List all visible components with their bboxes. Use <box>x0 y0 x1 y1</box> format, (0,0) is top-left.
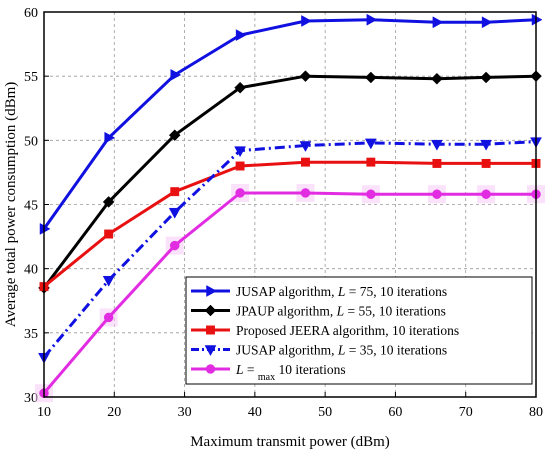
point-marker-circle <box>205 364 216 374</box>
point-marker-triangle-down <box>204 345 217 357</box>
point-marker-triangle <box>531 13 543 26</box>
point-marker-square <box>366 157 376 167</box>
legend-item: JPAUP algorithm, L = 55, 10 iterations <box>191 304 446 319</box>
y-tick-label: 40 <box>24 263 38 278</box>
y-tick-label: 30 <box>24 391 38 406</box>
x-axis-label: Maximum transmit power (dBm) <box>190 434 390 450</box>
point-marker-diamond <box>480 71 492 84</box>
series-5 <box>35 183 545 403</box>
y-tick-label: 45 <box>24 199 38 214</box>
x-tick-label: 50 <box>318 405 332 420</box>
point-marker-triangle <box>432 16 444 29</box>
series-line <box>42 18 537 230</box>
point-marker-diamond <box>299 70 312 83</box>
point-marker-diamond <box>364 71 377 84</box>
y-tick-label: 60 <box>24 6 38 21</box>
series-line <box>43 160 536 288</box>
point-marker-circle <box>432 189 442 199</box>
series-layer <box>35 13 545 403</box>
series-4 <box>38 137 542 364</box>
point-marker-square <box>206 325 215 335</box>
point-marker-triangle <box>481 16 493 29</box>
point-marker-triangle <box>104 131 116 144</box>
x-tick-label: 40 <box>248 405 262 420</box>
legend-item: JUSAP algorithm, L = 75, 10 iterations <box>191 284 447 299</box>
y-axis-label: Average total power consumption (dBm) <box>3 82 19 328</box>
point-marker-square <box>301 157 310 167</box>
point-marker-square <box>104 229 114 239</box>
legend-label: Proposed JEERA algorithm, 10 iterations <box>236 323 459 338</box>
point-marker-triangle <box>39 222 51 235</box>
legend-label: JUSAP algorithm, L = 35, 10 iterations <box>236 343 447 358</box>
series-2 <box>38 70 542 294</box>
y-tick-label: 50 <box>24 134 38 149</box>
point-marker-diamond <box>234 81 246 94</box>
x-tick-label: 30 <box>178 405 192 420</box>
plot-frame <box>43 11 537 398</box>
y-tick-label: 55 <box>24 70 38 85</box>
x-tick-label: 70 <box>459 405 473 420</box>
legend-label: L = max 10 iterations <box>235 362 346 383</box>
point-marker-circle <box>366 189 376 199</box>
point-marker-square <box>170 187 180 197</box>
legend-label: JUSAP algorithm, L = 75, 10 iterations <box>236 284 447 299</box>
series-1 <box>39 13 543 235</box>
point-marker-circle <box>169 240 180 251</box>
point-marker-triangle-down <box>364 138 377 150</box>
point-marker-square <box>481 158 491 168</box>
point-marker-diamond <box>102 196 115 208</box>
series-line <box>42 140 537 359</box>
series-line <box>42 74 537 289</box>
point-marker-square <box>235 161 245 171</box>
point-marker-triangle <box>170 68 182 81</box>
point-marker-triangle-down <box>234 146 247 158</box>
point-marker-triangle <box>206 285 218 297</box>
legend: JUSAP algorithm, L = 75, 10 iterations JP… <box>185 276 533 385</box>
point-marker-circle <box>103 312 114 323</box>
point-marker-circle <box>300 188 311 198</box>
point-marker-square <box>432 158 442 168</box>
y-tick-label: 35 <box>24 327 38 342</box>
x-tick-label: 10 <box>37 405 51 420</box>
legend-item: JUSAP algorithm, L = 35, 10 iterations <box>191 343 447 358</box>
point-marker-circle <box>481 189 491 199</box>
axis-ticks: 10 20 30 40 50 60 70 80 30 35 40 45 50 55 60 <box>24 6 543 420</box>
point-marker-diamond <box>204 304 217 317</box>
point-marker-triangle-down <box>102 275 115 287</box>
series-3 <box>39 157 541 292</box>
point-marker-diamond <box>168 129 181 142</box>
legend-item: L = max 10 iterations <box>191 362 346 383</box>
point-marker-triangle-down <box>299 141 312 152</box>
point-marker-triangle-down <box>168 207 181 219</box>
point-marker-diamond <box>431 72 443 85</box>
legend-item: Proposed JEERA algorithm, 10 iterations <box>191 323 459 338</box>
point-marker-triangle <box>301 15 312 27</box>
point-marker-triangle-down <box>480 139 493 151</box>
legend-box <box>185 276 533 385</box>
x-tick-label: 20 <box>107 405 121 420</box>
point-marker-triangle <box>235 29 247 42</box>
x-tick-label: 60 <box>388 405 402 420</box>
point-marker-triangle <box>366 13 378 26</box>
point-marker-circle <box>235 188 245 198</box>
point-marker-triangle-down <box>430 139 443 151</box>
x-tick-label: 80 <box>529 405 543 420</box>
legend-label: JPAUP algorithm, L = 55, 10 iterations <box>236 304 446 319</box>
